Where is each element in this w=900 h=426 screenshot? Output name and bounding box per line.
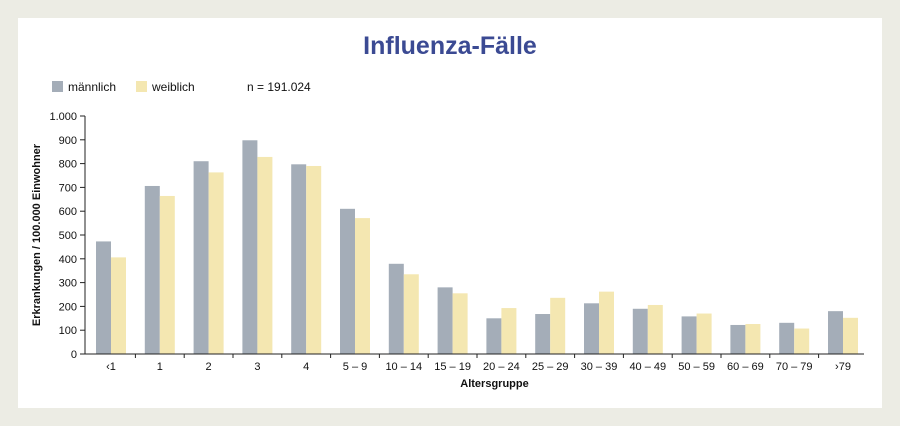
bar-weiblich — [745, 324, 761, 354]
x-tick-label: 25 – 29 — [532, 361, 569, 373]
bar-maennlich — [779, 322, 795, 354]
y-tick-label: 800 — [59, 159, 77, 171]
y-ticks-group: 0 100 200 300 400 500 600 700 800 900 1.000 — [49, 111, 85, 361]
bar-weiblich — [159, 195, 175, 354]
bar-weiblich — [403, 274, 419, 354]
bar-weiblich — [355, 218, 370, 354]
bar-weiblich — [599, 291, 614, 354]
y-tick-label: 500 — [59, 230, 77, 242]
x-tick-label: 50 – 59 — [678, 361, 715, 373]
bar-weiblich — [794, 328, 810, 354]
legend-label-weiblich: weiblich — [152, 80, 195, 94]
x-tick-label: 1 — [157, 361, 163, 373]
x-tick-label: 10 – 14 — [385, 361, 422, 373]
bar-maennlich — [242, 140, 258, 354]
legend-label-maennlich: männlich — [68, 80, 117, 94]
sample-size-note: n = 191.024 — [247, 80, 311, 94]
bar-weiblich — [111, 257, 126, 354]
bar-weiblich — [306, 165, 322, 354]
bar-weiblich — [647, 304, 663, 354]
chart-title: Influenza-Fälle — [363, 32, 537, 60]
x-tick-label: 15 – 19 — [434, 361, 471, 373]
bar-weiblich — [257, 156, 273, 354]
x-tick-label: 40 – 49 — [629, 361, 666, 373]
x-tick-label: 3 — [254, 361, 260, 373]
bar-weiblich — [208, 172, 224, 354]
bar-maennlich — [96, 241, 111, 354]
x-tick-label: 20 – 24 — [483, 361, 520, 373]
bar-maennlich — [388, 263, 404, 354]
x-axis-title: Altersgruppe — [460, 378, 528, 390]
y-axis-title: Erkrankungen / 100.000 Einwohner — [31, 143, 43, 326]
x-tick-label: 2 — [206, 361, 212, 373]
x-tick-label: 60 – 69 — [727, 361, 764, 373]
bars-group — [96, 140, 858, 354]
y-tick-label: 0 — [71, 349, 77, 361]
y-tick-label: 600 — [59, 206, 77, 218]
x-tick-label: 5 – 9 — [343, 361, 367, 373]
x-tick-label: 30 – 39 — [581, 361, 618, 373]
bar-weiblich — [550, 297, 566, 354]
bar-maennlich — [486, 318, 502, 354]
bar-maennlich — [584, 303, 599, 354]
x-tick-label: 4 — [303, 361, 309, 373]
bar-maennlich — [535, 314, 551, 354]
y-tick-label: 700 — [59, 182, 77, 194]
chart-panel: Influenza-Fälle männlich weiblich n = 19… — [18, 18, 882, 408]
legend-item-weiblich: weiblich — [136, 80, 195, 94]
bar-maennlich — [828, 311, 843, 354]
bar-weiblich — [843, 317, 858, 354]
y-tick-label: 400 — [59, 254, 77, 266]
legend-swatch-maennlich — [52, 81, 63, 92]
bar-maennlich — [437, 287, 453, 354]
x-tick-label: ‹1 — [106, 361, 116, 373]
y-tick-label: 1.000 — [49, 111, 77, 123]
bar-maennlich — [193, 161, 209, 354]
bar-maennlich — [632, 308, 648, 354]
bar-maennlich — [340, 208, 355, 354]
legend-swatch-weiblich — [136, 81, 147, 92]
bar-chart: 0 100 200 300 400 500 600 700 800 900 1.000 ‹1 1 2 3 4… — [31, 111, 864, 390]
bar-maennlich — [291, 164, 307, 354]
bar-maennlich — [144, 185, 160, 354]
y-tick-label: 200 — [59, 301, 77, 313]
y-tick-label: 100 — [59, 325, 77, 337]
bar-maennlich — [730, 324, 746, 354]
x-tick-label: ›79 — [835, 361, 851, 373]
x-tick-label: 70 – 79 — [776, 361, 813, 373]
bar-weiblich — [452, 293, 468, 354]
y-tick-label: 300 — [59, 278, 77, 290]
bar-weiblich — [501, 308, 517, 354]
y-tick-label: 900 — [59, 135, 77, 147]
bar-maennlich — [681, 316, 697, 354]
bar-weiblich — [696, 313, 712, 354]
legend-item-maennlich: männlich — [52, 80, 116, 94]
x-ticks-group: ‹1 1 2 3 4 5 – 9 10 – 14 15 – 19 20 – 24 25 – 29 3… — [106, 354, 851, 373]
